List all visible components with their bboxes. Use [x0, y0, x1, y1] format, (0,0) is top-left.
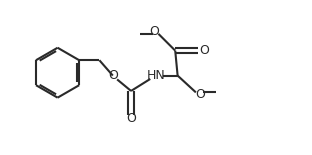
Text: O: O — [108, 69, 118, 82]
Text: O: O — [126, 112, 136, 125]
Text: O: O — [199, 44, 209, 57]
Text: HN: HN — [147, 69, 165, 82]
Text: O: O — [195, 88, 205, 101]
Text: O: O — [150, 25, 159, 38]
